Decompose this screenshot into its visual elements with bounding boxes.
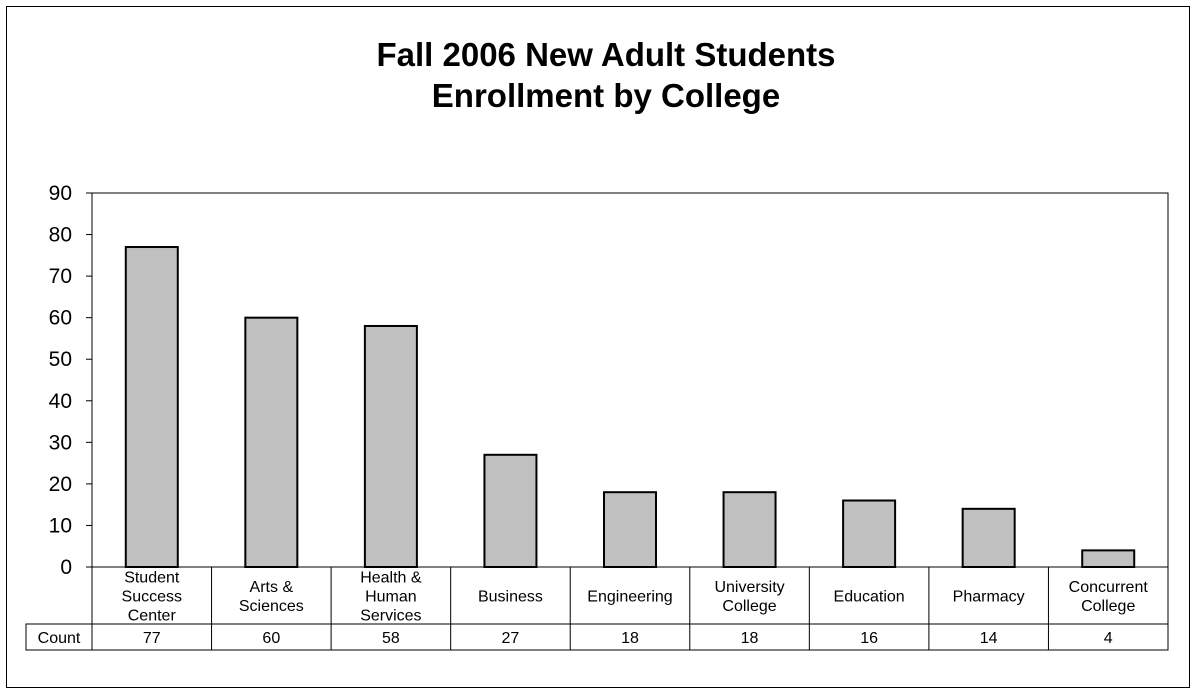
data-label: 58 <box>382 630 400 647</box>
legend-series-label: Count <box>38 630 81 647</box>
x-category-label: Engineering <box>587 589 672 606</box>
bar <box>722 491 777 569</box>
bar <box>1081 549 1136 569</box>
x-category-label-line: Business <box>478 589 543 606</box>
bars <box>124 246 1136 569</box>
x-category-label: Health & Human Services <box>360 570 422 625</box>
data-label: 60 <box>262 630 280 647</box>
x-category-label: University College <box>714 579 784 615</box>
y-tick-label: 90 <box>49 182 72 205</box>
x-category-label-line: Engineering <box>587 589 672 606</box>
x-category-label-line: Success <box>122 589 182 606</box>
data-label: 77 <box>143 630 161 647</box>
y-tick-label: 0 <box>60 556 72 579</box>
x-category-label: Pharmacy <box>953 589 1025 606</box>
bar <box>842 499 897 568</box>
y-axis: 0 10 20 30 40 50 60 70 80 90 <box>49 182 92 579</box>
x-category-label-line: Services <box>360 608 421 625</box>
x-category-label-line: Student <box>124 570 180 587</box>
x-category-label: Concurrent College <box>1069 579 1149 615</box>
x-category-label-line: Health & <box>360 570 422 587</box>
chart-title-line: Enrollment by College <box>432 77 780 114</box>
x-category-label-line: College <box>1081 598 1135 615</box>
data-table: Count Student Success Center Arts & Sciences H… <box>25 567 1169 651</box>
data-label: 16 <box>860 630 878 647</box>
data-label: 4 <box>1104 630 1113 647</box>
x-category-label-line: Center <box>128 608 177 625</box>
x-category-label-line: Human <box>365 589 417 606</box>
bar <box>961 507 1016 569</box>
y-tick-label: 40 <box>49 390 72 413</box>
y-tick-label: 50 <box>49 348 72 371</box>
y-tick-label: 20 <box>49 473 72 496</box>
x-category-label: Arts & Sciences <box>239 579 304 615</box>
y-tick-label: 80 <box>49 224 72 247</box>
data-label: 27 <box>502 630 520 647</box>
x-category-label-line: College <box>722 598 776 615</box>
x-category-label: Business <box>478 589 543 606</box>
bar <box>124 246 179 568</box>
y-tick-label: 30 <box>49 431 72 454</box>
x-category-label-line: Arts & <box>250 579 294 596</box>
bar <box>363 324 418 568</box>
data-label: 18 <box>621 630 639 647</box>
x-category-label-line: Concurrent <box>1069 579 1149 596</box>
y-tick-label: 10 <box>49 514 72 537</box>
x-category-label-line: Education <box>834 589 905 606</box>
x-category-label-line: Pharmacy <box>953 589 1025 606</box>
bar <box>603 491 657 569</box>
y-tick-label: 60 <box>49 307 72 330</box>
x-category-label: Education <box>834 589 905 606</box>
data-label: 14 <box>980 630 998 647</box>
y-tick-label: 70 <box>49 265 72 288</box>
chart-title-line: Fall 2006 New Adult Students <box>376 36 835 73</box>
x-category-label-line: University <box>714 579 784 596</box>
x-category-label: Student Success Center <box>122 570 182 625</box>
x-category-label-line: Sciences <box>239 598 304 615</box>
data-label: 18 <box>741 630 759 647</box>
bar <box>483 453 538 568</box>
bar <box>244 316 299 568</box>
chart-title: Fall 2006 New Adult Students Enrollment b… <box>376 36 835 114</box>
